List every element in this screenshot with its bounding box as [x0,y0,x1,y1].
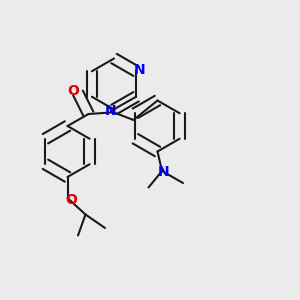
Text: N: N [105,104,117,118]
Text: N: N [158,165,169,178]
Text: O: O [65,193,77,206]
Text: O: O [68,84,80,98]
Text: N: N [134,63,146,77]
